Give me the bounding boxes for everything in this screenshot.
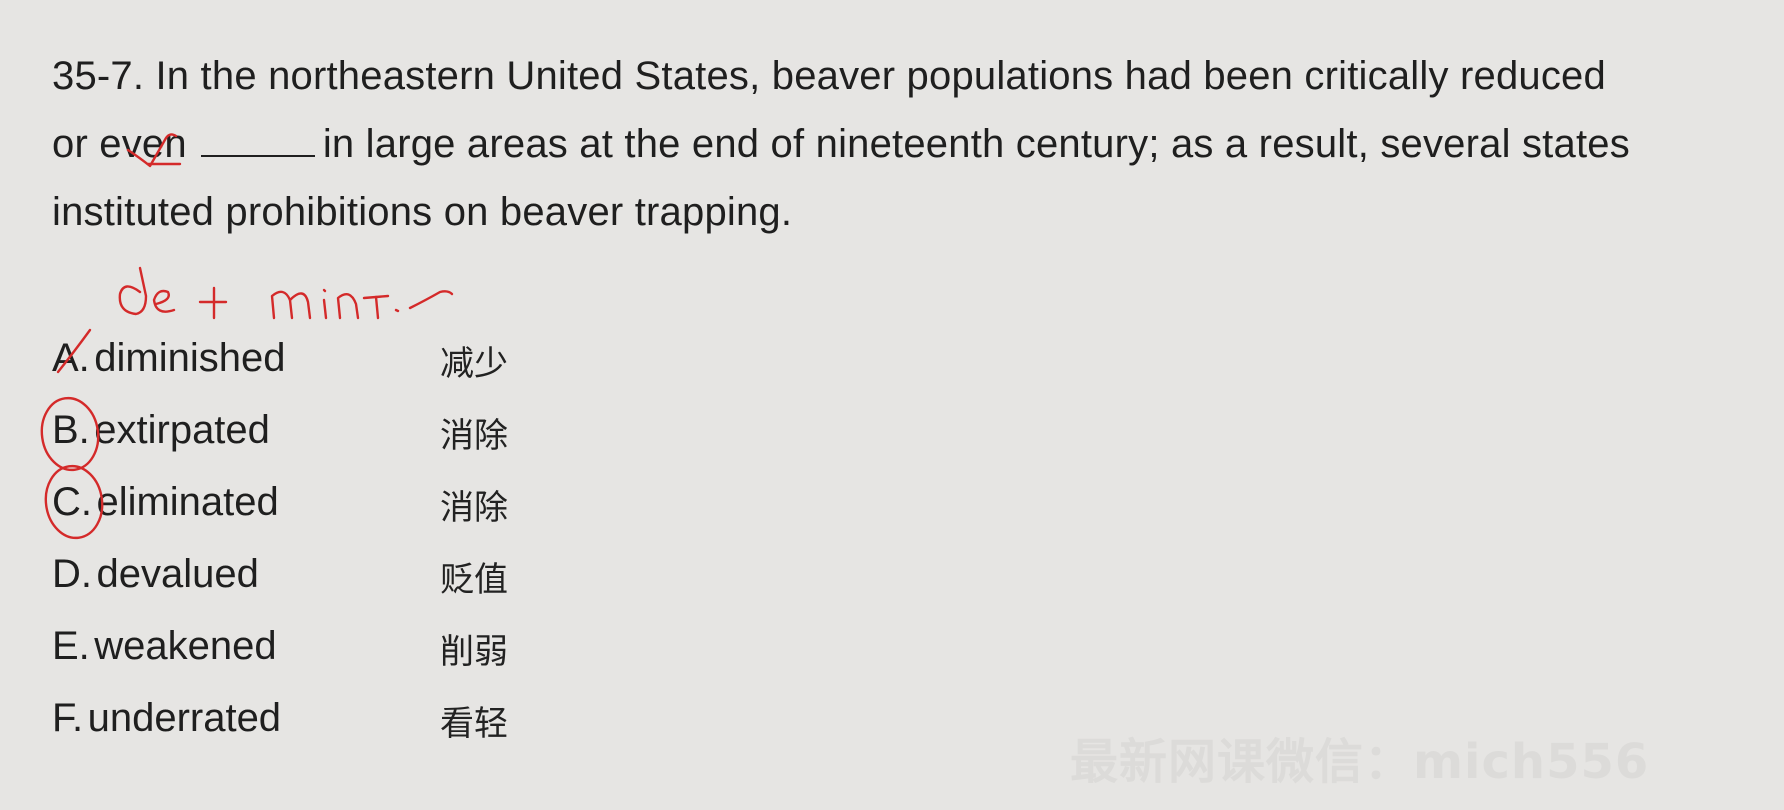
option-letter: C. <box>52 480 92 524</box>
handwritten-note-icon <box>118 266 454 320</box>
question-line-1: 35-7. In the northeastern United States,… <box>52 42 1752 110</box>
answer-blank <box>200 121 315 157</box>
option-translation: 减少 <box>440 344 508 384</box>
question-text: 35-7. In the northeastern United States,… <box>52 42 1752 246</box>
option-letter: B. <box>52 408 90 452</box>
option-word: underrated <box>87 696 282 740</box>
watermark: 最新网课微信：mich556 <box>1070 734 1650 790</box>
option-letter: A. <box>52 336 90 380</box>
option-translation: 看轻 <box>440 704 508 744</box>
option-word: weakened <box>94 624 277 668</box>
answer-options: A. diminished 减少 B. extirpated 消除 C. eli… <box>52 322 652 754</box>
option-translation: 贬值 <box>440 560 508 600</box>
question-part-2b: in large areas at the end of nineteenth … <box>322 122 1630 166</box>
question-part-2a: or even <box>52 122 187 166</box>
option-word: extirpated <box>94 408 270 452</box>
option-f: F. underrated 看轻 <box>52 682 652 754</box>
option-translation: 削弱 <box>440 632 508 672</box>
option-c: C. eliminated 消除 <box>52 466 652 538</box>
option-translation: 消除 <box>440 488 508 528</box>
question-line-2: or even in large areas at the end of nine… <box>52 110 1752 178</box>
option-e: E. weakened 削弱 <box>52 610 652 682</box>
option-word: devalued <box>96 552 259 596</box>
option-d: D. devalued 贬值 <box>52 538 652 610</box>
option-word: diminished <box>94 336 286 380</box>
question-part-3: instituted prohibitions on beaver trappi… <box>52 190 793 234</box>
option-b: B. extirpated 消除 <box>52 394 652 466</box>
option-a: A. diminished 减少 <box>52 322 652 394</box>
option-letter: E. <box>52 624 90 668</box>
option-translation: 消除 <box>440 416 508 456</box>
question-line-3: instituted prohibitions on beaver trappi… <box>52 178 1752 246</box>
question-part-1: 35-7. In the northeastern United States,… <box>52 54 1606 98</box>
option-letter: D. <box>52 552 92 596</box>
option-letter: F. <box>52 696 84 740</box>
option-word: eliminated <box>96 480 279 524</box>
